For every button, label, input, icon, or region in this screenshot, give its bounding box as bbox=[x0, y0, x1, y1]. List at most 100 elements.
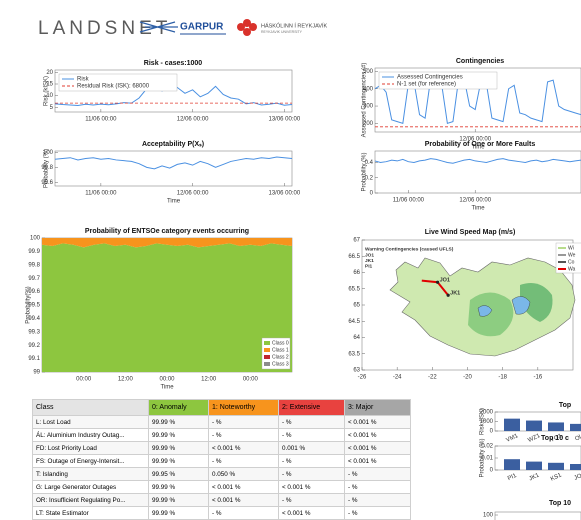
chart-panel: Live Wind Speed Map (m/s) 63 63.5 64 64.5 65 6… bbox=[348, 229, 581, 381]
y-tick-label: 99.6 bbox=[41, 180, 53, 186]
table-cell: < 0.001 % bbox=[208, 493, 279, 507]
y-tick-label: 100 bbox=[43, 150, 54, 156]
chart-title: Probability of ENTSOe category events oc… bbox=[85, 228, 249, 235]
legend-box bbox=[58, 73, 178, 92]
y-tick-label: 300 bbox=[363, 104, 374, 110]
table-cell: 99.99 % bbox=[148, 506, 209, 520]
legend-label: Wi bbox=[568, 245, 574, 251]
chart-title: Risk - cases:1000 bbox=[144, 60, 202, 67]
bar bbox=[570, 464, 581, 470]
y-tick-label: 99.8 bbox=[41, 165, 53, 171]
legend-swatch bbox=[264, 341, 270, 345]
legend-swatch bbox=[264, 362, 270, 366]
y-tick-label: 99.5 bbox=[28, 303, 40, 309]
brand-logo: LANDSNET bbox=[38, 18, 171, 39]
chart-panel: Risk - cases:1000 5 10 15 20 11/06 00:00 12/06… bbox=[44, 60, 301, 123]
y-tick-label: 64 bbox=[353, 335, 360, 341]
table-row: G: Large Generator Outages 99.99 % < 0.001… bbox=[32, 480, 411, 494]
table-cell: OR: Insufficient Regulating Po... bbox=[32, 493, 149, 507]
chart-title: Top 10 bbox=[549, 500, 571, 507]
table-row: ÁL: Aluminium Industry Outag... 99.99 % - … bbox=[32, 428, 411, 442]
table-cell: - % bbox=[208, 506, 279, 520]
x-tick-label: 13/06 00:00 bbox=[269, 191, 301, 197]
line-series bbox=[374, 158, 581, 164]
y-tick-label: 0.01 bbox=[481, 456, 493, 462]
bar bbox=[526, 420, 542, 431]
y-tick-label: 65.5 bbox=[348, 286, 360, 292]
y-tick-label: 99.2 bbox=[28, 343, 40, 349]
legend-swatch bbox=[264, 355, 270, 359]
y-tick-label: 64.5 bbox=[348, 319, 360, 325]
table-cell: - % bbox=[278, 428, 345, 442]
table-cell: FD: Lost Priority Load bbox=[32, 441, 149, 455]
area-series bbox=[42, 238, 292, 248]
x-axis-label: Time bbox=[471, 206, 485, 212]
legend-swatch bbox=[264, 348, 270, 352]
x-tick-label: 12/06 00:00 bbox=[459, 137, 491, 143]
table-cell: T: Islanding bbox=[32, 467, 149, 481]
legend-label: Risk bbox=[77, 77, 90, 83]
y-axis-label: Probability (%) bbox=[44, 149, 50, 188]
line-series bbox=[54, 156, 293, 170]
y-tick-label: 99.9 bbox=[28, 249, 40, 255]
plot-area bbox=[374, 150, 581, 194]
table-cell: - % bbox=[278, 415, 345, 429]
bar bbox=[526, 461, 542, 470]
x-axis-label: Time bbox=[167, 199, 181, 205]
x-tick-label: -26 bbox=[358, 375, 367, 381]
bar bbox=[570, 423, 581, 431]
header-cell: 0: Anomaly bbox=[148, 399, 209, 416]
glacier bbox=[511, 296, 531, 315]
x-tick-label: -22 bbox=[428, 375, 437, 381]
y-tick-label: 99.4 bbox=[28, 316, 40, 322]
legend-label: Wa bbox=[568, 266, 576, 272]
table-cell: 0.001 % bbox=[278, 441, 345, 455]
y-tick-label: 5 bbox=[50, 105, 54, 111]
chart-panel: Contingencies 200 300 400 500 12/06 00:00 Asse… bbox=[362, 58, 581, 151]
y-tick-label: 99.1 bbox=[28, 356, 40, 362]
y-tick-label: 99.6 bbox=[28, 289, 40, 295]
bar bbox=[504, 459, 520, 470]
table-cell: < 0.001 % bbox=[278, 480, 345, 494]
x-tick-label: 12/06 00:00 bbox=[177, 117, 209, 123]
y-tick-label: 100 bbox=[483, 513, 494, 519]
table-cell: 99.95 % bbox=[148, 467, 209, 481]
plot-area bbox=[494, 511, 581, 520]
x-tick-label: -20 bbox=[463, 375, 472, 381]
y-tick-label: 63.5 bbox=[348, 351, 360, 357]
university-name-en: REYKJAVIK UNIVERSITY bbox=[261, 30, 303, 34]
table-cell: < 0.001 % bbox=[208, 441, 279, 455]
y-tick-label: 0.02 bbox=[481, 444, 493, 450]
bar bbox=[548, 462, 564, 470]
table-cell: - % bbox=[344, 480, 411, 494]
bar bbox=[548, 422, 564, 431]
map-marker bbox=[446, 293, 450, 297]
header-cell: Class bbox=[32, 399, 149, 416]
table-cell: G: Large Generator Outages bbox=[32, 480, 149, 494]
y-axis-label: Probability (%) bbox=[480, 438, 486, 477]
table-cell: 99.99 % bbox=[148, 480, 209, 494]
x-tick-label: 11/06 00:00 bbox=[393, 198, 425, 204]
legend-label: N-1 set (for reference) bbox=[397, 82, 456, 88]
x-tick-label: YO1 bbox=[550, 433, 564, 444]
x-tick-label: 12/06 00:00 bbox=[177, 191, 209, 197]
legend-box bbox=[378, 71, 498, 90]
x-axis-label: Time bbox=[471, 145, 485, 151]
table-row: FD: Lost Priority Load 99.99 % < 0.001 % 0.… bbox=[32, 441, 411, 455]
x-tick-label: VM1 bbox=[505, 433, 519, 444]
x-tick-label: 12:00 bbox=[118, 377, 134, 383]
x-tick-label: JO bbox=[573, 473, 581, 482]
chart-title: Live Wind Speed Map (m/s) bbox=[425, 229, 516, 236]
chart-title: Top 10 c bbox=[541, 435, 569, 442]
y-tick-label: 0 bbox=[490, 468, 494, 474]
x-tick-label: 12/06 00:00 bbox=[459, 198, 491, 204]
table-row: T: Islanding 99.95 % 0.050 % - % - % bbox=[32, 467, 411, 481]
plot-area bbox=[54, 150, 293, 187]
chart-panel: Probability of ENTSOe category events oc… bbox=[26, 228, 293, 391]
glacier bbox=[477, 305, 493, 317]
table-cell: - % bbox=[344, 493, 411, 507]
header-row: Class 0: Anomaly 1: Noteworthy 2: Extensive… bbox=[32, 399, 411, 416]
header-cell: 1: Noteworthy bbox=[208, 399, 279, 416]
y-tick-label: 99 bbox=[33, 370, 40, 376]
